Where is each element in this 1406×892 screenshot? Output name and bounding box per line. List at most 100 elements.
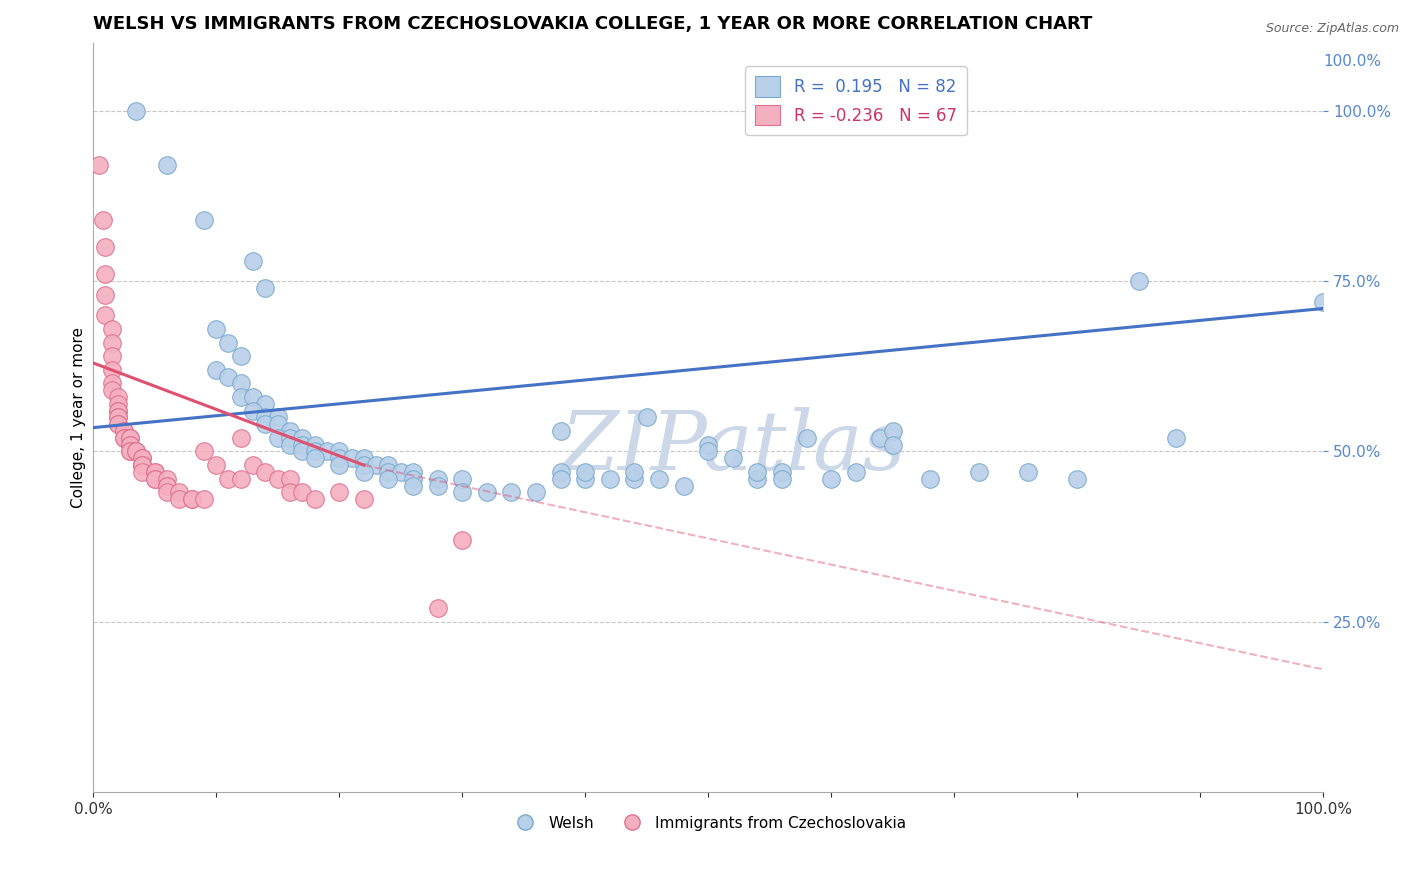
Point [107, 417, 129, 432]
Point [366, 458, 388, 472]
Point [131, 465, 153, 479]
Point [882, 424, 904, 438]
Point [770, 465, 793, 479]
Point [402, 478, 425, 492]
Point [353, 451, 375, 466]
Point [278, 431, 301, 445]
Point [475, 485, 498, 500]
Point [143, 472, 166, 486]
Point [1312, 294, 1334, 309]
Point [254, 410, 277, 425]
Point [267, 431, 290, 445]
Point [550, 424, 572, 438]
Point [107, 403, 129, 417]
Point [143, 465, 166, 479]
Point [254, 465, 277, 479]
Text: WELSH VS IMMIGRANTS FROM CZECHOSLOVAKIA COLLEGE, 1 YEAR OR MORE CORRELATION CHAR: WELSH VS IMMIGRANTS FROM CZECHOSLOVAKIA … [93, 15, 1092, 33]
Point [747, 465, 769, 479]
Point [100, 363, 122, 377]
Point [267, 417, 290, 432]
Point [291, 438, 314, 452]
Point [131, 458, 153, 472]
Point [107, 410, 129, 425]
Point [918, 472, 941, 486]
Point [697, 444, 720, 458]
Point [340, 451, 363, 466]
Point [623, 472, 645, 486]
Point [967, 465, 990, 479]
Point [648, 472, 671, 486]
Point [328, 444, 350, 458]
Point [254, 397, 277, 411]
Point [697, 438, 720, 452]
Point [278, 485, 301, 500]
Text: 100.0%: 100.0% [1323, 54, 1381, 69]
Point [94, 308, 117, 322]
Point [229, 472, 252, 486]
Point [100, 376, 122, 391]
Point [89, 158, 111, 172]
Point [267, 410, 290, 425]
Point [291, 444, 314, 458]
Point [623, 465, 645, 479]
Point [636, 410, 658, 425]
Point [353, 465, 375, 479]
Point [524, 485, 547, 500]
Point [193, 444, 215, 458]
Point [107, 417, 129, 432]
Point [770, 472, 793, 486]
Point [747, 472, 769, 486]
Point [120, 438, 142, 452]
Point [1164, 431, 1187, 445]
Point [156, 472, 179, 486]
Point [125, 444, 148, 458]
Point [112, 431, 135, 445]
Point [193, 213, 215, 227]
Point [107, 390, 129, 404]
Point [112, 431, 135, 445]
Point [112, 424, 135, 438]
Point [426, 601, 449, 615]
Point [353, 492, 375, 507]
Point [291, 485, 314, 500]
Point [304, 451, 326, 466]
Point [426, 472, 449, 486]
Point [1066, 472, 1088, 486]
Point [143, 465, 166, 479]
Point [156, 478, 179, 492]
Point [402, 465, 425, 479]
Point [402, 472, 425, 486]
Point [304, 438, 326, 452]
Point [796, 431, 818, 445]
Point [426, 478, 449, 492]
Point [100, 335, 122, 350]
Point [353, 458, 375, 472]
Point [193, 492, 215, 507]
Point [229, 431, 252, 445]
Point [242, 458, 264, 472]
Point [599, 472, 621, 486]
Point [672, 478, 695, 492]
Point [131, 458, 153, 472]
Point [304, 492, 326, 507]
Point [721, 451, 744, 466]
Point [143, 472, 166, 486]
Point [574, 472, 596, 486]
Point [501, 485, 523, 500]
Point [169, 492, 191, 507]
Point [169, 485, 191, 500]
Point [120, 438, 142, 452]
Point [100, 383, 122, 397]
Point [100, 349, 122, 363]
Text: ZIPatlas: ZIPatlas [560, 408, 905, 487]
Point [291, 431, 314, 445]
Point [205, 363, 228, 377]
Point [451, 472, 474, 486]
Point [882, 438, 904, 452]
Point [91, 213, 114, 227]
Point [120, 444, 142, 458]
Point [107, 397, 129, 411]
Point [451, 533, 474, 547]
Point [278, 424, 301, 438]
Point [125, 103, 148, 118]
